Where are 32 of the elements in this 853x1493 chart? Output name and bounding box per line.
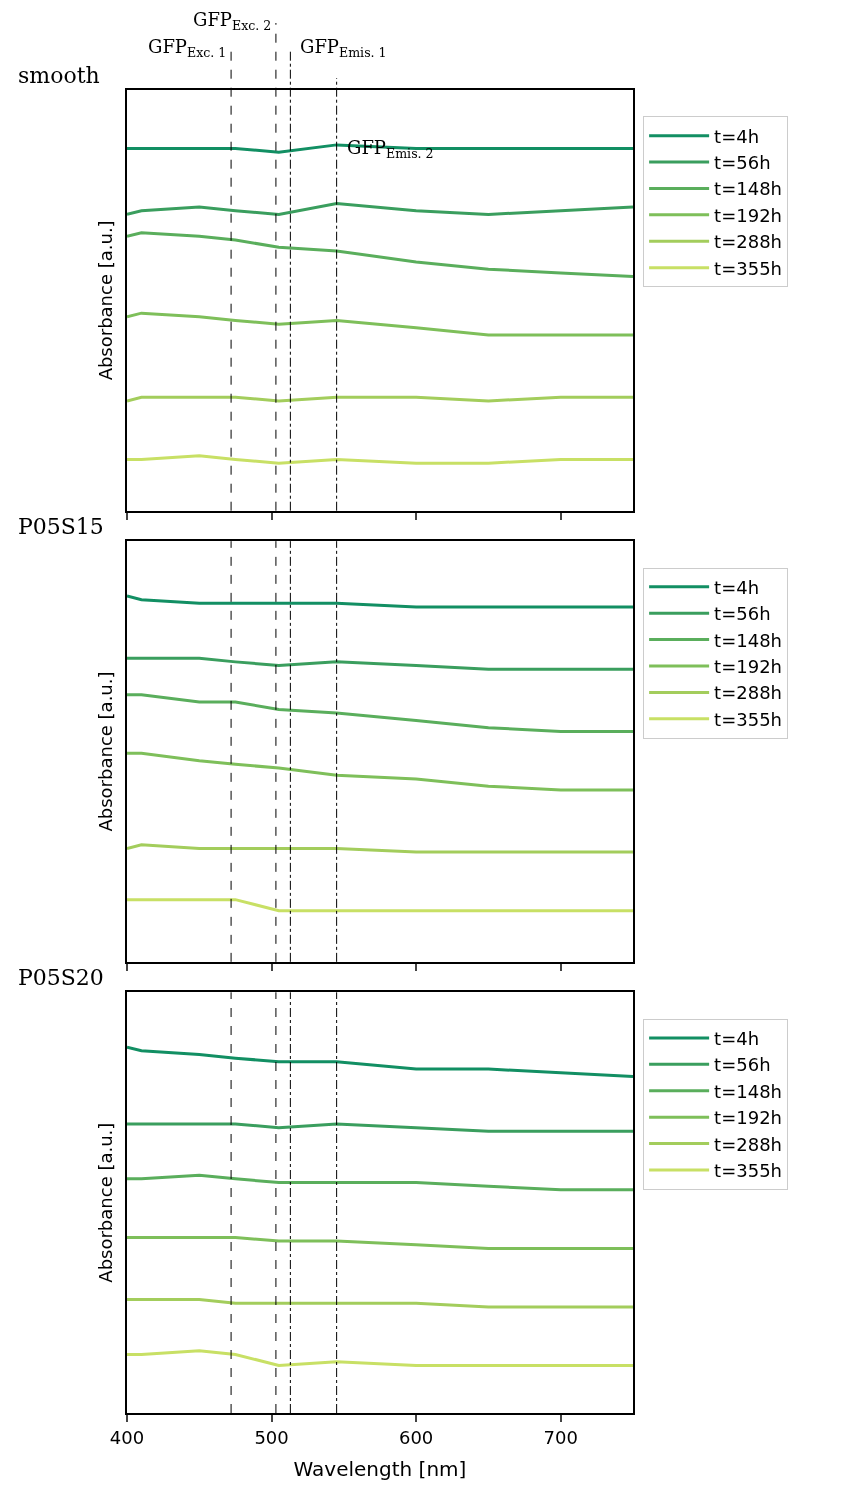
legend-label: t=148h — [714, 629, 783, 651]
ref-line-label: GFP$_{Emis. 1}$ — [300, 36, 387, 60]
ref-line-label: GFP$_{Exc. 2}$ — [193, 9, 272, 33]
legend-label: t=192h — [714, 1107, 783, 1129]
x-tick-label: 500 — [254, 1426, 289, 1448]
legend-label: t=192h — [714, 656, 783, 678]
legend-label: t=355h — [714, 708, 783, 730]
legend-label: t=288h — [714, 231, 783, 253]
legend-label: t=355h — [714, 1159, 783, 1181]
legend-label: t=4h — [714, 576, 760, 598]
legend-label: t=56h — [714, 603, 771, 625]
chart-title: P05S15 — [18, 514, 104, 539]
y-axis-title: Absorbance [a.u.] — [94, 671, 116, 832]
legend-label: t=192h — [714, 204, 783, 226]
legend-label: t=355h — [714, 257, 783, 279]
x-tick-label: 400 — [109, 1426, 145, 1448]
ref-line-label: GFP$_{Exc. 1}$ — [148, 36, 227, 60]
y-axis-title: Absorbance [a.u.] — [94, 220, 116, 381]
y-axis-title: Absorbance [a.u.] — [94, 1122, 116, 1283]
x-axis-title: Wavelength [nm] — [293, 1456, 467, 1481]
x-tick-label: 600 — [398, 1426, 434, 1448]
legend-label: t=4h — [714, 1027, 760, 1049]
legend-label: t=288h — [714, 682, 783, 704]
legend-label: t=56h — [714, 152, 771, 174]
legend-label: t=56h — [714, 1054, 771, 1076]
legend-label: t=148h — [714, 178, 783, 200]
legend-label: t=288h — [714, 1133, 783, 1155]
legend-label: t=4h — [714, 125, 760, 147]
legend-label: t=148h — [714, 1080, 783, 1102]
chart-title: smooth — [18, 63, 100, 88]
chart-title: P05S20 — [18, 965, 104, 990]
x-tick-label: 700 — [543, 1426, 578, 1448]
